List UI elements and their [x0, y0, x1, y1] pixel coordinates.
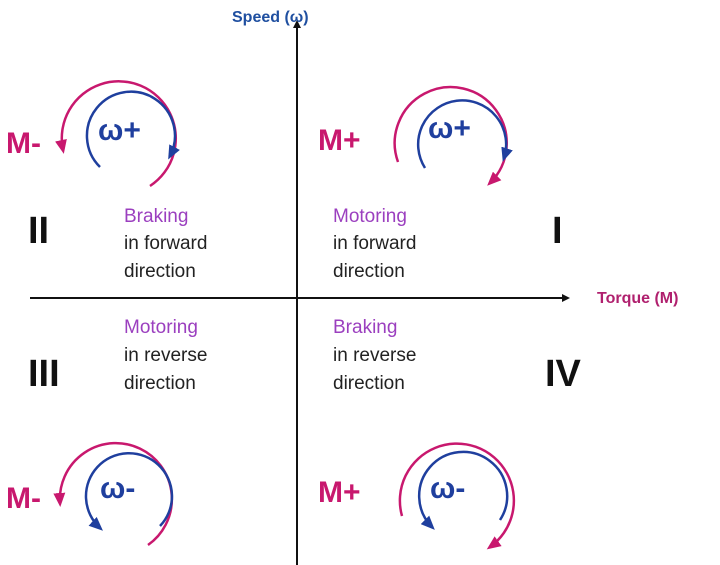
mode-label: Motoring	[333, 206, 407, 227]
speed-label: ω-	[100, 472, 135, 505]
mode-label: Braking	[333, 317, 397, 338]
quadrant-iv: M+ ω- IV Braking in reverse direction	[318, 317, 582, 550]
description-line: in forward	[333, 233, 416, 254]
quadrant-numeral: III	[28, 353, 60, 395]
speed-label: ω-	[430, 472, 465, 505]
speed-arrow-icon	[416, 99, 513, 169]
torque-arrow-icon	[398, 442, 516, 550]
torque-axis-label: Torque (M)	[597, 290, 678, 307]
description-line: in reverse	[333, 345, 416, 366]
quadrant-i: M+ ω+ I Motoring in forward direction	[318, 85, 563, 282]
speed-arrow-icon	[417, 450, 509, 530]
quadrant-numeral: IV	[545, 353, 582, 395]
quadrant-numeral: I	[552, 210, 563, 252]
speed-axis-label: Speed (ω)	[232, 9, 309, 26]
quadrant-iii: M- ω- III Motoring in reverse direction	[6, 317, 207, 547]
quadrant-numeral: II	[28, 210, 49, 252]
description-line: direction	[124, 373, 196, 394]
torque-label: M-	[6, 127, 41, 160]
description-line: direction	[333, 261, 405, 282]
mode-label: Motoring	[124, 317, 198, 338]
speed-arrow-icon	[85, 90, 180, 168]
description-line: in reverse	[124, 345, 207, 366]
torque-label: M+	[318, 124, 361, 157]
speed-arrow-icon	[84, 452, 174, 531]
torque-label: M+	[318, 476, 361, 509]
description-line: direction	[333, 373, 405, 394]
description-line: direction	[124, 261, 196, 282]
speed-label: ω+	[98, 114, 141, 147]
mode-label: Braking	[124, 206, 188, 227]
torque-label: M-	[6, 482, 41, 515]
quadrant-ii: M- ω+ II Braking in forward direction	[6, 80, 207, 282]
speed-label: ω+	[428, 112, 471, 145]
description-line: in forward	[124, 233, 207, 254]
torque-arrow-icon	[53, 441, 174, 547]
